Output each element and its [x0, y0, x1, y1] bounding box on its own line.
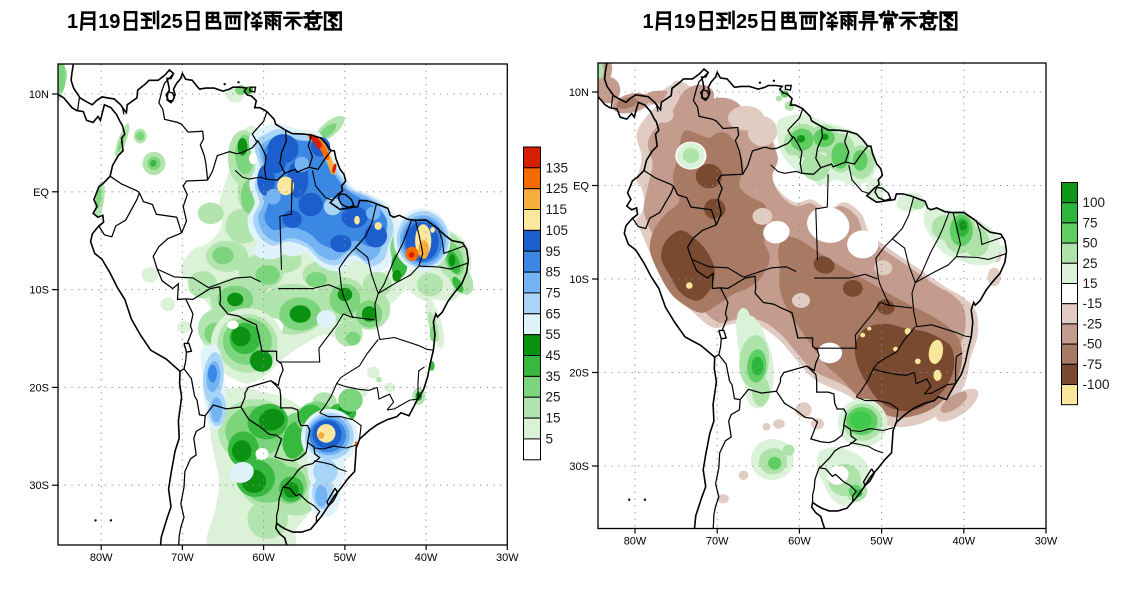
svg-text:60W: 60W — [788, 536, 811, 548]
svg-text:95: 95 — [546, 244, 561, 259]
svg-text:40W: 40W — [952, 536, 975, 548]
svg-text:10N: 10N — [569, 87, 589, 99]
svg-text:50W: 50W — [870, 536, 893, 548]
svg-text:15: 15 — [546, 411, 561, 426]
svg-text:125: 125 — [546, 181, 569, 196]
svg-text:EQ: EQ — [573, 181, 589, 193]
svg-text:45: 45 — [546, 348, 561, 363]
svg-text:10S: 10S — [569, 274, 589, 286]
svg-text:115: 115 — [546, 202, 568, 217]
svg-text:50: 50 — [1083, 236, 1098, 251]
svg-text:-50: -50 — [1083, 337, 1103, 352]
svg-text:1: 1 — [67, 11, 78, 33]
svg-text:75: 75 — [1083, 215, 1098, 230]
svg-text:-25: -25 — [1083, 316, 1103, 331]
svg-text:EQ: EQ — [33, 187, 49, 199]
svg-text:70W: 70W — [706, 536, 729, 548]
svg-text:100: 100 — [1083, 195, 1106, 210]
svg-text:5: 5 — [546, 431, 554, 446]
svg-text:19: 19 — [674, 11, 696, 33]
svg-text:10S: 10S — [29, 285, 49, 297]
svg-text:-100: -100 — [1083, 377, 1110, 392]
svg-text:20S: 20S — [569, 368, 589, 380]
svg-text:1: 1 — [643, 11, 654, 33]
svg-text:30S: 30S — [29, 480, 49, 492]
svg-text:75: 75 — [546, 286, 561, 301]
svg-text:30S: 30S — [569, 461, 589, 473]
svg-text:50W: 50W — [334, 552, 357, 564]
svg-text:35: 35 — [546, 369, 561, 384]
svg-text:85: 85 — [546, 265, 561, 280]
svg-text:20S: 20S — [29, 382, 49, 394]
svg-text:80W: 80W — [90, 552, 113, 564]
svg-text:25: 25 — [736, 11, 758, 33]
svg-text:19: 19 — [98, 11, 120, 33]
svg-text:135: 135 — [546, 160, 569, 175]
svg-text:25: 25 — [1083, 256, 1098, 271]
svg-text:25: 25 — [546, 390, 561, 405]
svg-text:65: 65 — [546, 306, 561, 321]
svg-text:80W: 80W — [624, 536, 647, 548]
svg-text:15: 15 — [1083, 276, 1098, 291]
svg-text:70W: 70W — [171, 552, 194, 564]
svg-text:-15: -15 — [1083, 296, 1103, 311]
svg-text:30W: 30W — [1035, 536, 1058, 548]
svg-text:10N: 10N — [29, 89, 49, 101]
svg-text:60W: 60W — [252, 552, 275, 564]
svg-text:105: 105 — [546, 223, 569, 238]
svg-text:25: 25 — [161, 11, 183, 33]
svg-text:-75: -75 — [1083, 357, 1103, 372]
svg-text:30W: 30W — [496, 552, 519, 564]
svg-text:40W: 40W — [415, 552, 438, 564]
svg-text:55: 55 — [546, 327, 561, 342]
